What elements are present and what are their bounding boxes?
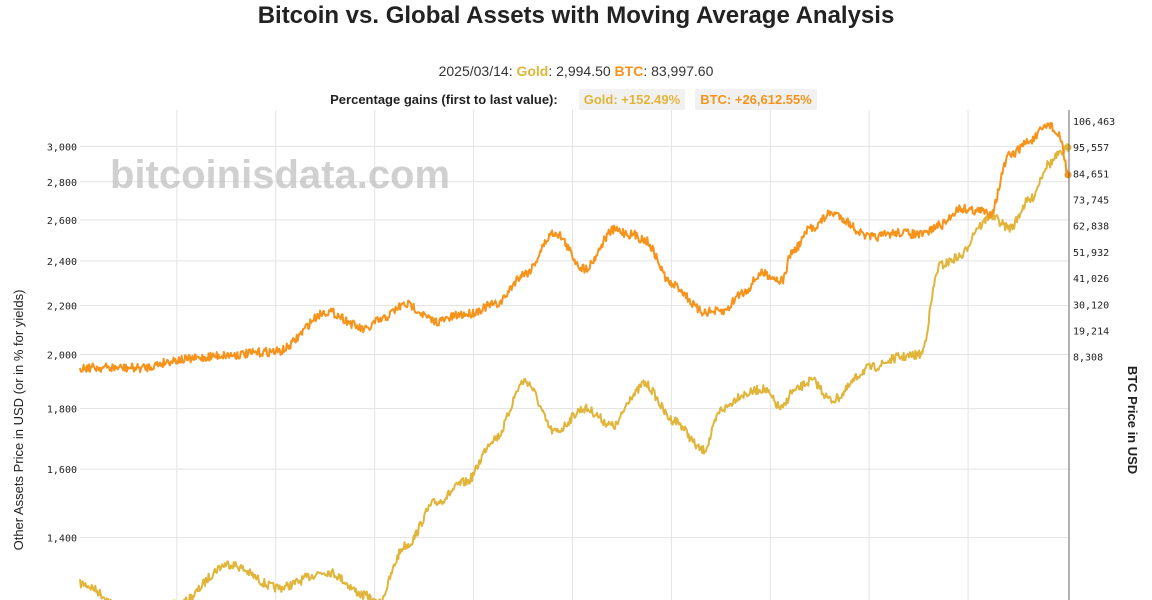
btc-gain-badge[interactable]: BTC: +26,612.55% (695, 89, 817, 110)
right-tick-label: 106,463 (1073, 117, 1115, 128)
gold-gain-badge[interactable]: Gold: +152.49% (578, 89, 686, 110)
left-tick-label: 2,400 (47, 257, 77, 268)
btc-line[interactable] (79, 121, 1070, 374)
left-tick-label: 2,600 (47, 216, 77, 227)
right-axis-ticks: 8,308 19,214 30,120 41,026 51,932 62,838 73,74… (1073, 117, 1115, 364)
readout-gold-value: 2,994.50 (556, 63, 611, 79)
right-tick-label: 30,120 (1073, 300, 1109, 311)
readout-btc-label: BTC (614, 63, 644, 79)
gold-line[interactable] (79, 143, 1070, 600)
right-tick-label: 41,026 (1073, 274, 1109, 285)
left-tick-label: 1,800 (47, 405, 77, 416)
right-axis-title: BTC Price in USD (1125, 366, 1140, 474)
hover-readout: 2025/03/14: Gold: 2,994.50 BTC: 83,997.6… (438, 63, 714, 79)
left-tick-label: 2,000 (47, 351, 77, 362)
right-tick-label: 95,557 (1073, 143, 1109, 154)
right-tick-label: 19,214 (1073, 326, 1109, 337)
percentage-gains-bar: Percentage gains (first to last value): … (0, 89, 1152, 110)
readout-btc-value: 83,997.60 (651, 63, 714, 79)
gold-last-point[interactable] (1064, 143, 1072, 151)
right-tick-label: 62,838 (1073, 222, 1109, 233)
series-lines (79, 121, 1072, 600)
left-tick-label: 1,600 (47, 465, 77, 476)
right-tick-label: 8,308 (1073, 353, 1103, 364)
right-tick-label: 73,745 (1073, 195, 1109, 206)
chart-title: Bitcoin vs. Global Assets with Moving Av… (257, 2, 895, 29)
left-tick-label: 1,400 (47, 534, 77, 545)
right-tick-label: 51,932 (1073, 248, 1109, 259)
gains-label: Percentage gains (first to last value): (330, 92, 558, 107)
watermark: bitcoinisdata.com (110, 153, 450, 197)
left-axis-title: Other Assets Price in USD (or in % for y… (11, 290, 26, 551)
right-tick-label: 84,651 (1073, 169, 1109, 180)
left-tick-label: 2,200 (47, 302, 77, 313)
left-axis-ticks: 1,400 1,600 1,800 2,000 2,200 2,400 2,600 2,800… (47, 142, 77, 544)
readout-gold-label: Gold (516, 63, 549, 79)
left-tick-label: 2,800 (47, 178, 77, 189)
btc-last-point[interactable] (1064, 171, 1072, 179)
readout-date: 2025/03/14 (438, 63, 509, 79)
left-tick-label: 3,000 (47, 142, 77, 153)
